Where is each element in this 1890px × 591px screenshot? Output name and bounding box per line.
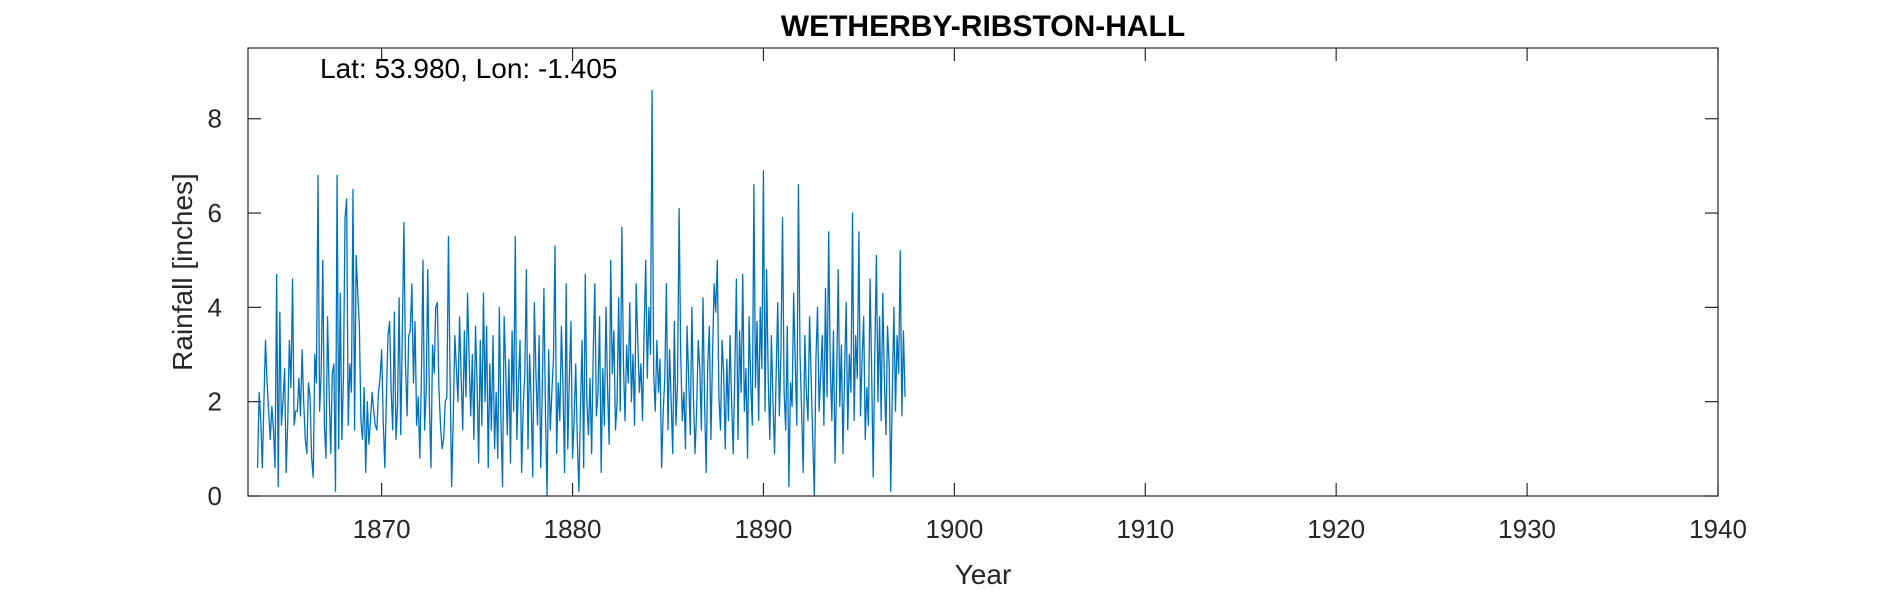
location-annotation: Lat: 53.980, Lon: -1.405 bbox=[320, 53, 617, 84]
plot-frame bbox=[247, 47, 1719, 497]
y-tick-label: 4 bbox=[208, 292, 222, 322]
plot-background bbox=[248, 48, 1718, 496]
x-tick-label: 1890 bbox=[735, 514, 793, 544]
y-tick-label: 6 bbox=[208, 198, 222, 228]
x-axis-label: Year bbox=[955, 559, 1012, 590]
chart-title: WETHERBY-RIBSTON-HALL bbox=[781, 10, 1185, 43]
y-tick-label: 8 bbox=[208, 104, 222, 134]
x-tick-label: 1920 bbox=[1307, 514, 1365, 544]
axis-tick-labels: 1870 1880 1890 1900 1910 1920 1930 1940 0 2 4 6 8 bbox=[208, 104, 1747, 544]
x-tick-label: 1880 bbox=[544, 514, 602, 544]
y-tick-label: 0 bbox=[208, 481, 222, 511]
x-tick-label: 1910 bbox=[1116, 514, 1174, 544]
y-tick-label: 2 bbox=[208, 387, 222, 417]
x-tick-label: 1930 bbox=[1498, 514, 1556, 544]
y-axis-label: Rainfall [inches] bbox=[167, 173, 198, 371]
x-tick-label: 1900 bbox=[925, 514, 983, 544]
x-tick-label: 1870 bbox=[353, 514, 411, 544]
series-line-rainfall bbox=[256, 89, 906, 497]
x-tick-label: 1940 bbox=[1689, 514, 1747, 544]
